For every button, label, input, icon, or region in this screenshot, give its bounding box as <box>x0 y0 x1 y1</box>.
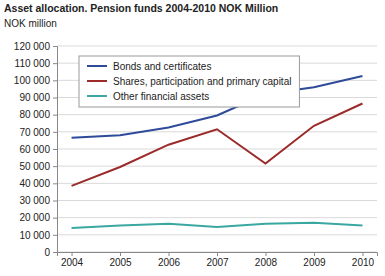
y-axis: 0 10 000 20 000 30 000 40 000 50 000 60 000 70 … <box>14 41 58 258</box>
tick-mark <box>53 115 57 116</box>
tick: 70 000 <box>19 127 57 138</box>
tick-mark <box>53 63 57 64</box>
tick-label: 90 000 <box>19 92 50 103</box>
tick-label: 2004 <box>61 257 84 268</box>
tick-label: 2007 <box>206 257 229 268</box>
tick: 2006 <box>158 252 181 268</box>
legend-swatch <box>87 65 107 67</box>
tick-mark <box>314 252 315 256</box>
x-axis: 2004 2005 2006 2007 2008 2009 2010 <box>58 252 378 268</box>
tick-label: 0 <box>44 247 50 258</box>
tick-label: 2008 <box>255 257 278 268</box>
legend-label: Shares, participation and primary capita… <box>113 76 291 87</box>
tick: 2009 <box>303 252 326 268</box>
tick-mark <box>53 46 57 47</box>
grid-line <box>57 200 377 201</box>
axis-line <box>53 47 58 253</box>
tick: 100 000 <box>14 75 57 86</box>
grid-line <box>57 234 377 235</box>
tick-mark <box>120 252 121 256</box>
grid-line <box>57 46 377 47</box>
tick-mark <box>265 252 266 256</box>
tick-mark <box>53 252 57 253</box>
series-line <box>72 104 363 186</box>
tick-mark <box>53 235 57 236</box>
tick: 2005 <box>109 252 132 268</box>
tick-mark <box>53 98 57 99</box>
tick-mark <box>53 166 57 167</box>
legend-label: Bonds and certificates <box>113 61 211 72</box>
tick: 2008 <box>255 252 278 268</box>
tick-label: 60 000 <box>19 144 50 155</box>
tick-mark <box>53 183 57 184</box>
grid-line <box>57 166 377 167</box>
tick-label: 110 000 <box>15 58 51 69</box>
tick: 120 000 <box>14 41 57 52</box>
tick: 80 000 <box>19 109 57 120</box>
tick-mark <box>53 80 57 81</box>
tick: 50 000 <box>19 161 57 172</box>
tick: 20 000 <box>19 212 57 223</box>
grid <box>57 46 377 252</box>
tick-label: 30 000 <box>19 195 50 206</box>
tick-label: 2005 <box>109 257 132 268</box>
tick-mark <box>217 252 218 256</box>
tick-label: 80 000 <box>19 109 50 120</box>
legend-swatch <box>87 95 107 97</box>
tick-mark <box>53 201 57 202</box>
tick-mark <box>53 218 57 219</box>
tick-label: 20 000 <box>19 212 50 223</box>
tick: 110 000 <box>15 58 57 69</box>
tick: 30 000 <box>19 195 57 206</box>
legend-label: Other financial assets <box>113 91 209 102</box>
tick-label: 40 000 <box>19 178 50 189</box>
tick: 2010 <box>352 252 375 268</box>
tick-label: 120 000 <box>14 41 51 52</box>
tick-mark <box>53 149 57 150</box>
tick-mark <box>53 132 57 133</box>
legend-swatch <box>87 80 107 82</box>
grid-line <box>57 149 377 150</box>
tick-label: 50 000 <box>19 161 50 172</box>
axis-line <box>58 253 378 257</box>
series-line <box>72 223 363 228</box>
tick: 60 000 <box>19 144 57 155</box>
tick: 2007 <box>206 252 229 268</box>
tick-mark <box>169 252 170 256</box>
grid-line <box>57 131 377 132</box>
tick-mark <box>72 252 73 256</box>
legend-box <box>79 56 299 107</box>
tick: 40 000 <box>19 178 57 189</box>
tick: 90 000 <box>19 92 57 103</box>
tick-label: 70 000 <box>19 127 50 138</box>
title: Asset allocation. Pension funds 2004-201… <box>4 2 278 14</box>
tick-label: 100 000 <box>14 75 51 86</box>
tick-label: 2006 <box>158 257 181 268</box>
tick: 10 000 <box>19 230 57 241</box>
grid-line <box>57 183 377 184</box>
grid-line <box>57 217 377 218</box>
tick-mark <box>362 252 363 256</box>
tick: 0 <box>44 247 57 258</box>
tick-label: 10 000 <box>19 230 50 241</box>
tick-label: 2010 <box>352 257 375 268</box>
tick: 2004 <box>61 252 84 268</box>
tick-label: 2009 <box>303 257 326 268</box>
chart: Asset allocation. Pension funds 2004-201… <box>0 0 385 276</box>
legend: Bonds and certificates Shares, participat… <box>79 56 299 107</box>
y-axis-title: NOK million <box>4 18 57 29</box>
